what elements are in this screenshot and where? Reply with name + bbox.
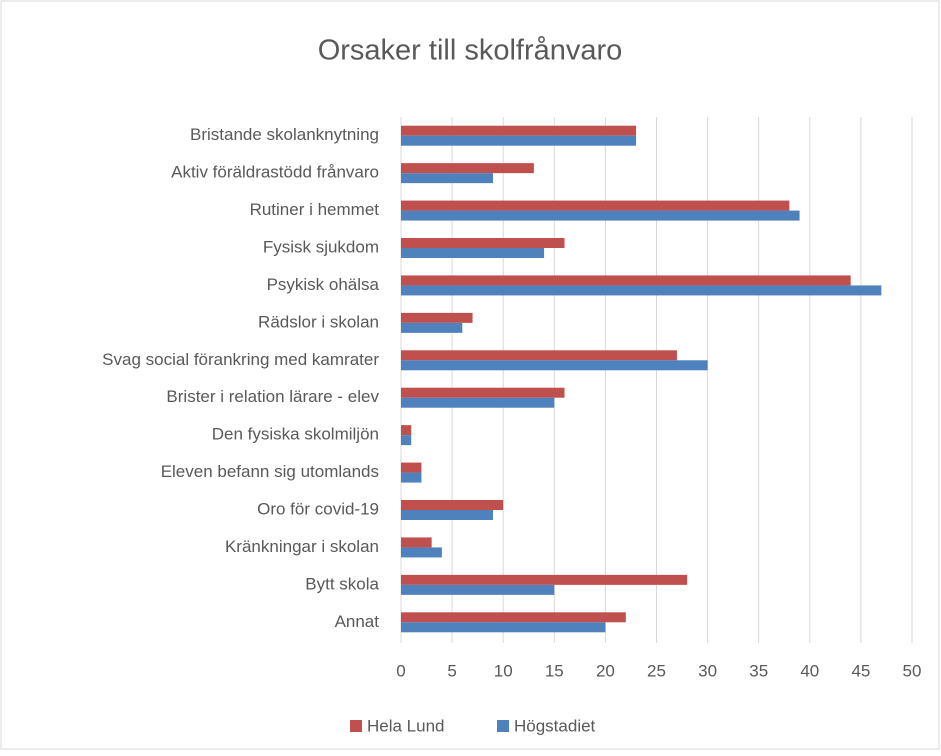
x-tick-label: 40: [800, 661, 819, 680]
bar: [401, 135, 637, 146]
bar: [401, 612, 626, 623]
bar: [401, 210, 800, 221]
bar: [401, 622, 606, 633]
x-tick-label: 10: [494, 661, 513, 680]
legend-swatch: [350, 720, 362, 732]
x-tick-label: 50: [903, 661, 922, 680]
bar: [401, 397, 555, 408]
legend-label: Högstadiet: [514, 716, 596, 735]
legend-swatch: [497, 720, 509, 732]
y-tick-label: Bytt skola: [305, 574, 379, 593]
y-tick-label: Svag social förankring med kamrater: [102, 350, 379, 369]
y-tick-label: Kränkningar i skolan: [225, 537, 379, 556]
bar: [401, 285, 882, 296]
y-tick-label: Fysisk sjukdom: [263, 237, 379, 256]
bar: [401, 574, 688, 585]
bar: [401, 312, 473, 323]
bar: [401, 500, 504, 510]
y-tick-label: Oro för covid-19: [257, 499, 379, 518]
x-tick-label: 15: [545, 661, 564, 680]
bar: [401, 472, 422, 483]
bar: [401, 125, 637, 136]
bar: [401, 238, 565, 248]
x-tick-label: 0: [396, 661, 405, 680]
y-tick-label: Eleven befann sig utomlands: [161, 462, 379, 481]
bar: [401, 387, 565, 398]
y-tick-label: Brister i relation lärare - elev: [166, 387, 379, 406]
x-tick-label: 45: [851, 661, 870, 680]
x-tick-label: 5: [447, 661, 456, 680]
bar: [401, 537, 432, 548]
legend-label: Hela Lund: [367, 716, 445, 735]
bar: [401, 173, 493, 184]
bar: [401, 200, 790, 211]
bar: [401, 547, 442, 558]
bar: [401, 275, 851, 286]
bar: [401, 350, 677, 361]
x-tick-label: 20: [596, 661, 615, 680]
y-tick-label: Aktiv föräldrastödd frånvaro: [171, 163, 379, 182]
x-tick-label: 35: [749, 661, 768, 680]
bar: [401, 435, 412, 446]
x-tick-label: 30: [698, 661, 717, 680]
y-tick-label: Den fysiska skolmiljön: [212, 425, 379, 444]
bar: [401, 360, 708, 371]
bar: [401, 248, 545, 258]
y-tick-label: Annat: [335, 612, 380, 631]
bar: [401, 584, 555, 595]
y-tick-label: Bristande skolanknytning: [190, 125, 379, 144]
bar: [401, 322, 463, 333]
bar: [401, 163, 534, 174]
y-tick-label: Rutiner i hemmet: [250, 200, 380, 219]
x-tick-label: 25: [647, 661, 666, 680]
chart-title: Orsaker till skolfrånvaro: [318, 35, 623, 67]
y-tick-label: Psykisk ohälsa: [267, 275, 380, 294]
bar: [401, 462, 422, 473]
y-tick-label: Rädslor i skolan: [258, 312, 379, 331]
bar: [401, 510, 493, 520]
bar: [401, 425, 412, 436]
